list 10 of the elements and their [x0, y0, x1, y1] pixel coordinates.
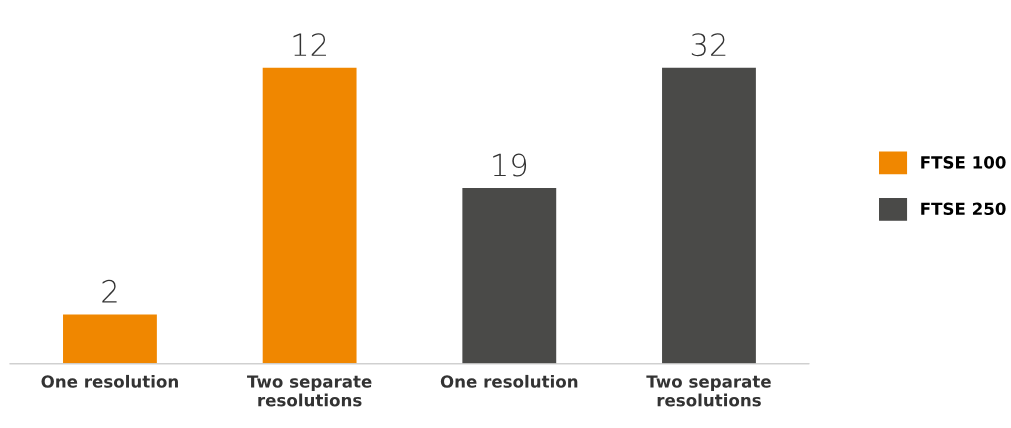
legend-label: FTSE 250: [921, 202, 1006, 216]
data-label: 19: [493, 153, 527, 177]
data-label: 2: [102, 279, 117, 303]
legend-label: FTSE 100: [921, 156, 1006, 169]
x-tick-label: One resolution: [41, 374, 178, 388]
data-label: 12: [293, 33, 326, 56]
x-tick-label: Two separate resolutions: [247, 375, 372, 407]
x-tick-label: One resolution: [440, 374, 578, 388]
x-tick-label: Two separate resolutions: [646, 375, 771, 407]
data-label: 32: [691, 33, 726, 57]
